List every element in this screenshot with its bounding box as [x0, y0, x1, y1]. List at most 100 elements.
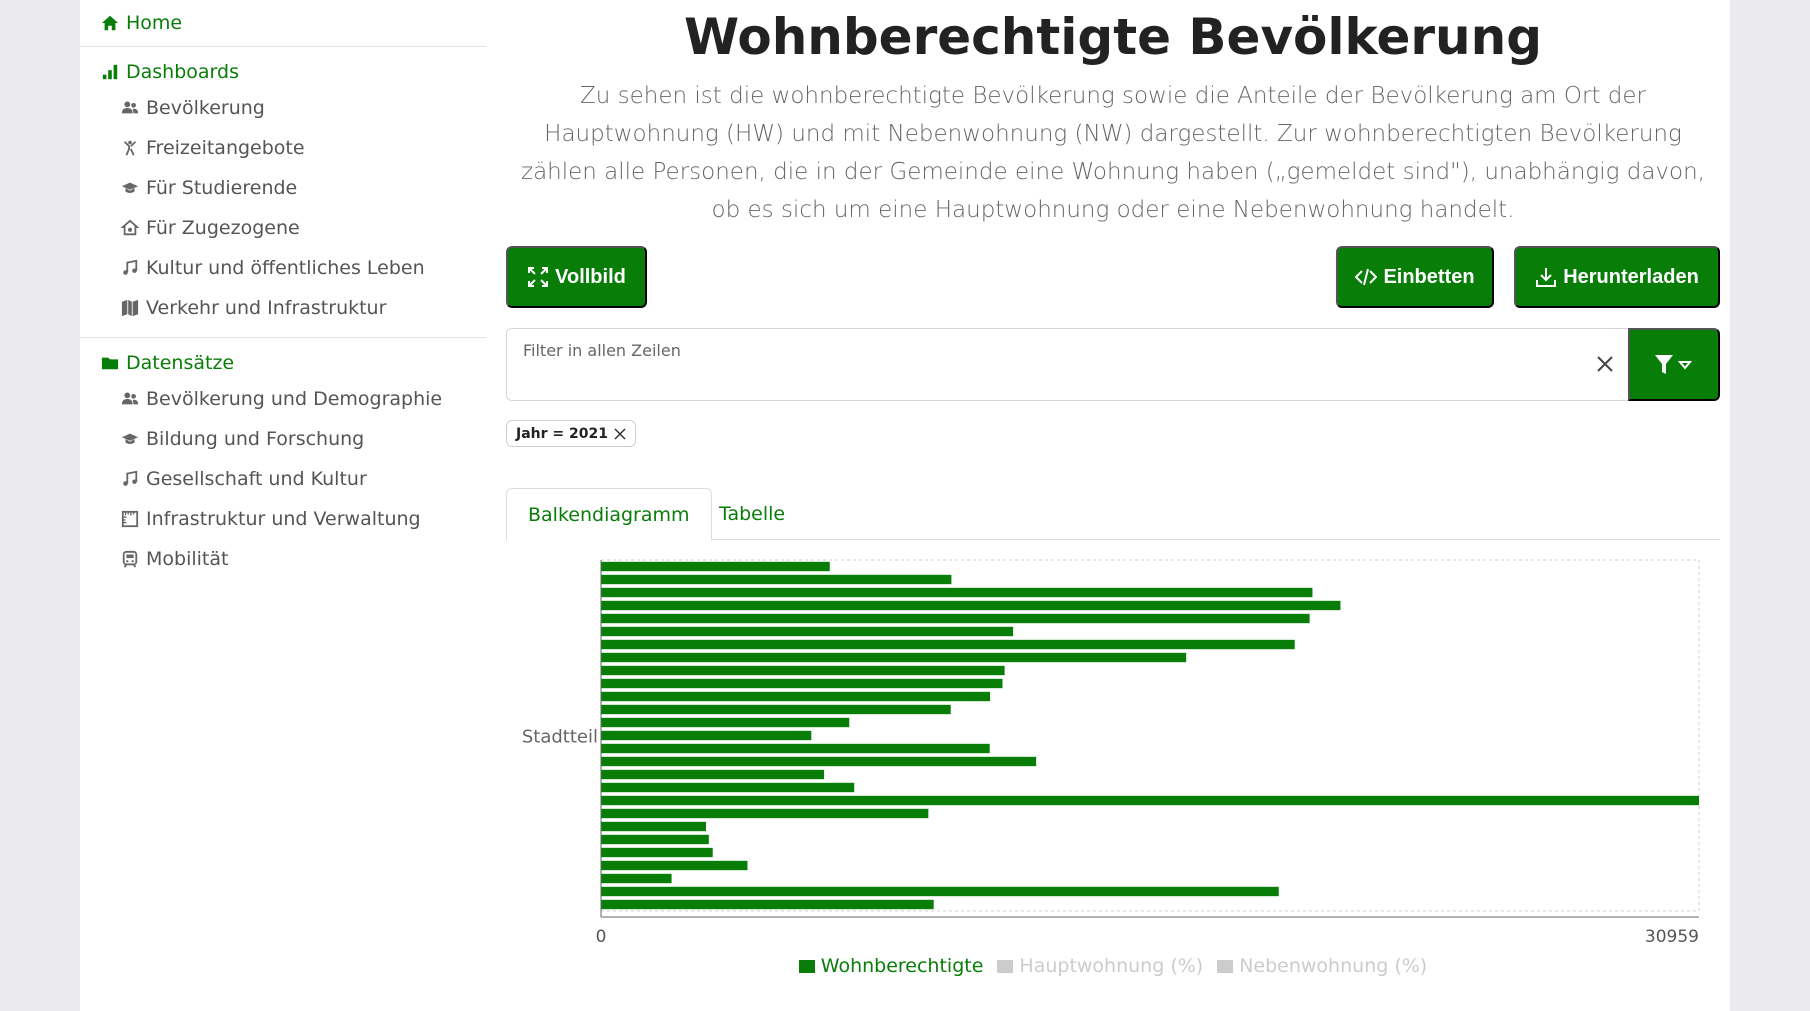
sidebar-dashboards-label: Dashboards	[126, 61, 239, 83]
filter-input[interactable]: Filter in allen Zeilen	[506, 328, 1628, 401]
sidebar-item-label: Für Studierende	[146, 177, 298, 199]
sidebar-item-bevoelkerung[interactable]: Bevölkerung	[120, 94, 265, 122]
legend-item[interactable]: Nebenwohnung (%)	[1217, 955, 1427, 977]
sidebar-dashboards-link[interactable]: Dashboards	[100, 59, 239, 85]
legend-swatch	[798, 959, 815, 973]
bar	[601, 691, 991, 702]
filter-menu-button[interactable]	[1628, 328, 1720, 401]
sidebar-datasets-link[interactable]: Datensätze	[100, 350, 234, 376]
sidebar-item-label: Freizeitangebote	[146, 137, 305, 159]
bar	[601, 730, 812, 741]
folder-icon	[100, 353, 120, 373]
code-icon	[1355, 266, 1378, 288]
users-icon	[120, 389, 140, 409]
sidebar-item-label: Gesellschaft und Kultur	[146, 468, 367, 490]
sidebar: Home Dashboards Bevölkerung Freizeitange…	[80, 0, 486, 1011]
bar	[601, 847, 713, 858]
legend-item[interactable]: Wohnberechtigte	[798, 955, 984, 977]
tab-tabelle[interactable]: Tabelle	[719, 503, 786, 525]
sidebar-item-label: Verkehr und Infrastruktur	[146, 297, 387, 319]
bar	[601, 665, 1005, 676]
legend-item[interactable]: Hauptwohnung (%)	[997, 955, 1203, 977]
sidebar-home-label: Home	[126, 12, 183, 34]
bar	[601, 678, 1003, 689]
sidebar-item-verkehr[interactable]: Verkehr und Infrastruktur	[120, 294, 386, 322]
bar	[601, 587, 1313, 598]
bar	[601, 600, 1341, 611]
bar	[601, 860, 748, 871]
y-axis-label: Stadtteil	[522, 727, 598, 748]
sidebar-item-mobilitaet[interactable]: Mobilität	[120, 545, 228, 573]
bar	[601, 756, 1037, 767]
embed-button[interactable]: Einbetten	[1336, 246, 1494, 308]
sidebar-item-zugezogene[interactable]: Für Zugezogene	[120, 214, 300, 242]
bar	[601, 886, 1279, 897]
bar	[601, 808, 929, 819]
bar	[601, 639, 1295, 650]
plot-area-frame	[600, 559, 1700, 912]
view-tabs: Balkendiagramm Tabelle	[506, 488, 1720, 541]
sidebar-divider	[80, 337, 486, 338]
legend-label: Wohnberechtigte	[820, 955, 984, 977]
sidebar-datasets-label: Datensätze	[126, 352, 235, 374]
sidebar-item-label: Bevölkerung und Demographie	[146, 388, 443, 410]
bar	[601, 782, 855, 793]
legend-swatch	[1217, 959, 1234, 973]
remove-filter-icon[interactable]	[614, 427, 626, 440]
bar	[601, 795, 1699, 806]
sidebar-item-label: Für Zugezogene	[146, 217, 300, 239]
sidebar-item-bildung[interactable]: Bildung und Forschung	[120, 425, 364, 453]
page-description: Zu sehen ist die wohnberechtigte Bevölke…	[521, 83, 1705, 223]
download-button[interactable]: Herunterladen	[1514, 246, 1720, 308]
ruler-icon	[120, 509, 140, 529]
bar	[601, 717, 850, 728]
legend-label: Hauptwohnung (%)	[1019, 955, 1204, 977]
sidebar-item-studierende[interactable]: Für Studierende	[120, 174, 297, 202]
graduation-cap-icon	[120, 429, 140, 449]
bar	[601, 873, 672, 884]
page-title: Wohnberechtigte Bevölkerung	[683, 8, 1543, 66]
embed-label: Einbetten	[1383, 265, 1475, 288]
music-note-icon	[120, 469, 140, 489]
bar-chart-icon	[100, 62, 120, 82]
fullscreen-button[interactable]: Vollbild	[506, 246, 647, 308]
train-icon	[120, 549, 140, 569]
bar	[601, 743, 990, 754]
sidebar-item-freizeitangebote[interactable]: Freizeitangebote	[120, 134, 305, 162]
bar	[601, 626, 1014, 637]
bar	[601, 704, 951, 715]
sidebar-item-label: Bevölkerung	[146, 97, 265, 119]
sidebar-item-label: Mobilität	[146, 548, 229, 570]
filter-dropdown-icon	[1653, 352, 1695, 378]
bar	[601, 561, 830, 572]
filter-placeholder: Filter in allen Zeilen	[523, 341, 681, 360]
sidebar-home-link[interactable]: Home	[100, 10, 182, 36]
x-tick-label: 0	[596, 927, 607, 947]
legend-label: Nebenwohnung (%)	[1239, 955, 1428, 977]
sidebar-divider	[80, 46, 486, 47]
page: Home Dashboards Bevölkerung Freizeitange…	[80, 0, 1730, 1011]
sidebar-item-gesellschaft[interactable]: Gesellschaft und Kultur	[120, 465, 367, 493]
sidebar-item-demographie[interactable]: Bevölkerung und Demographie	[120, 385, 442, 413]
sidebar-item-label: Infrastruktur und Verwaltung	[146, 508, 421, 530]
sidebar-item-label: Bildung und Forschung	[146, 428, 365, 450]
graduation-cap-icon	[120, 178, 140, 198]
sidebar-item-kultur[interactable]: Kultur und öffentliches Leben	[120, 254, 425, 282]
bar	[601, 613, 1310, 624]
bar	[601, 821, 706, 832]
x-tick-label: 30959	[1645, 927, 1699, 947]
download-icon	[1535, 266, 1557, 288]
bar	[601, 769, 825, 780]
filter-chip[interactable]: Jahr = 2021	[506, 420, 636, 447]
map-icon	[120, 298, 140, 318]
expand-icon	[527, 266, 549, 288]
house-gear-icon	[120, 218, 140, 238]
sidebar-item-infrastruktur[interactable]: Infrastruktur und Verwaltung	[120, 505, 421, 533]
legend-swatch	[997, 959, 1014, 973]
bar	[601, 834, 709, 845]
clear-filter-icon[interactable]	[1594, 353, 1616, 375]
users-icon	[120, 98, 140, 118]
sidebar-item-label: Kultur und öffentliches Leben	[146, 257, 425, 279]
tab-balkendiagramm[interactable]: Balkendiagramm	[506, 488, 712, 541]
bar	[601, 652, 1187, 663]
